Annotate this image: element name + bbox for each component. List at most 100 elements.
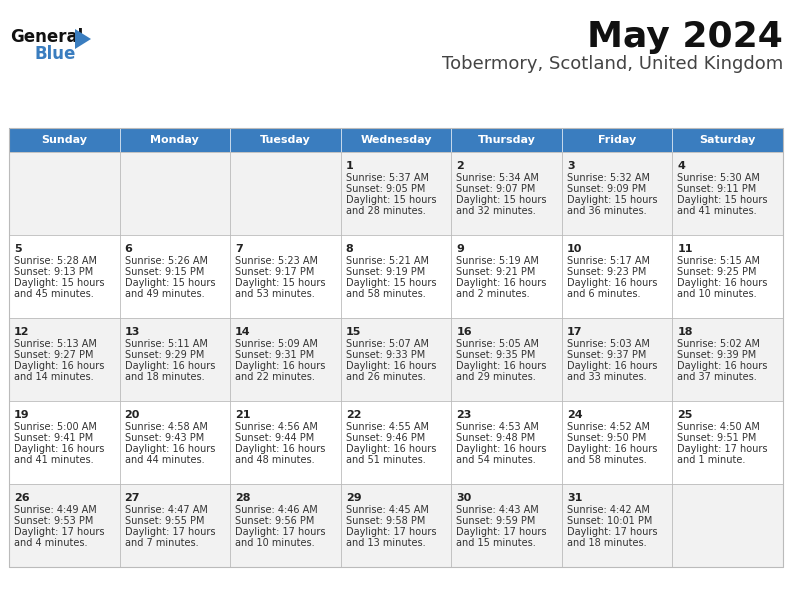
Text: 22: 22 — [346, 410, 361, 420]
Text: and 58 minutes.: and 58 minutes. — [567, 455, 646, 465]
Text: 28: 28 — [235, 493, 250, 503]
Text: 16: 16 — [456, 327, 472, 337]
Text: Wednesday: Wednesday — [360, 135, 432, 145]
Text: and 10 minutes.: and 10 minutes. — [677, 289, 757, 299]
Text: Daylight: 16 hours: Daylight: 16 hours — [235, 444, 326, 454]
Text: Sunset: 9:37 PM: Sunset: 9:37 PM — [567, 350, 646, 360]
Text: and 13 minutes.: and 13 minutes. — [346, 538, 425, 548]
Text: Daylight: 16 hours: Daylight: 16 hours — [456, 361, 546, 371]
Text: Daylight: 16 hours: Daylight: 16 hours — [677, 361, 767, 371]
Text: 11: 11 — [677, 244, 693, 254]
Text: Sunset: 9:59 PM: Sunset: 9:59 PM — [456, 516, 535, 526]
Text: Monday: Monday — [150, 135, 200, 145]
Text: Sunset: 9:53 PM: Sunset: 9:53 PM — [14, 516, 93, 526]
Text: 3: 3 — [567, 161, 574, 171]
Text: and 26 minutes.: and 26 minutes. — [346, 372, 425, 382]
Text: and 51 minutes.: and 51 minutes. — [346, 455, 425, 465]
Text: Sunset: 9:15 PM: Sunset: 9:15 PM — [124, 267, 204, 277]
Text: Sunset: 9:31 PM: Sunset: 9:31 PM — [235, 350, 314, 360]
Text: Daylight: 16 hours: Daylight: 16 hours — [456, 278, 546, 288]
Text: Sunset: 9:09 PM: Sunset: 9:09 PM — [567, 184, 646, 194]
Text: and 18 minutes.: and 18 minutes. — [124, 372, 204, 382]
Text: Sunset: 9:41 PM: Sunset: 9:41 PM — [14, 433, 93, 443]
Text: General: General — [10, 28, 84, 46]
Text: Daylight: 17 hours: Daylight: 17 hours — [346, 527, 436, 537]
Text: Daylight: 17 hours: Daylight: 17 hours — [235, 527, 326, 537]
Text: 5: 5 — [14, 244, 21, 254]
Text: Daylight: 15 hours: Daylight: 15 hours — [346, 278, 436, 288]
Text: Sunrise: 5:11 AM: Sunrise: 5:11 AM — [124, 339, 208, 349]
Text: Sunrise: 4:58 AM: Sunrise: 4:58 AM — [124, 422, 208, 432]
Text: Sunrise: 4:56 AM: Sunrise: 4:56 AM — [235, 422, 318, 432]
Text: Sunset: 9:19 PM: Sunset: 9:19 PM — [346, 267, 425, 277]
Text: Sunrise: 5:00 AM: Sunrise: 5:00 AM — [14, 422, 97, 432]
Text: Sunset: 9:50 PM: Sunset: 9:50 PM — [567, 433, 646, 443]
Text: Sunset: 9:55 PM: Sunset: 9:55 PM — [124, 516, 204, 526]
Text: and 7 minutes.: and 7 minutes. — [124, 538, 198, 548]
Text: Sunrise: 4:50 AM: Sunrise: 4:50 AM — [677, 422, 760, 432]
Text: and 33 minutes.: and 33 minutes. — [567, 372, 646, 382]
Text: Sunset: 10:01 PM: Sunset: 10:01 PM — [567, 516, 653, 526]
Text: Sunset: 9:39 PM: Sunset: 9:39 PM — [677, 350, 756, 360]
Text: 4: 4 — [677, 161, 685, 171]
Text: Sunrise: 5:09 AM: Sunrise: 5:09 AM — [235, 339, 318, 349]
Text: Sunset: 9:17 PM: Sunset: 9:17 PM — [235, 267, 314, 277]
Text: Sunrise: 5:19 AM: Sunrise: 5:19 AM — [456, 256, 539, 266]
Text: Daylight: 16 hours: Daylight: 16 hours — [567, 278, 657, 288]
Text: Saturday: Saturday — [699, 135, 756, 145]
Text: 30: 30 — [456, 493, 471, 503]
Text: Sunset: 9:29 PM: Sunset: 9:29 PM — [124, 350, 204, 360]
Text: Daylight: 17 hours: Daylight: 17 hours — [567, 527, 657, 537]
Text: Sunrise: 4:49 AM: Sunrise: 4:49 AM — [14, 505, 97, 515]
Text: Daylight: 17 hours: Daylight: 17 hours — [124, 527, 215, 537]
Text: 15: 15 — [346, 327, 361, 337]
Text: Daylight: 16 hours: Daylight: 16 hours — [456, 444, 546, 454]
Text: Tuesday: Tuesday — [260, 135, 310, 145]
Text: Friday: Friday — [598, 135, 636, 145]
Text: Daylight: 15 hours: Daylight: 15 hours — [456, 195, 546, 205]
Text: Sunrise: 5:28 AM: Sunrise: 5:28 AM — [14, 256, 97, 266]
Text: and 2 minutes.: and 2 minutes. — [456, 289, 530, 299]
Text: and 32 minutes.: and 32 minutes. — [456, 206, 536, 216]
Text: 21: 21 — [235, 410, 250, 420]
Text: 31: 31 — [567, 493, 582, 503]
Bar — [9, 484, 783, 567]
Text: Sunrise: 4:55 AM: Sunrise: 4:55 AM — [346, 422, 428, 432]
Text: Sunset: 9:23 PM: Sunset: 9:23 PM — [567, 267, 646, 277]
Text: Sunrise: 5:23 AM: Sunrise: 5:23 AM — [235, 256, 318, 266]
Text: 8: 8 — [346, 244, 353, 254]
Text: 6: 6 — [124, 244, 132, 254]
Text: Sunrise: 5:30 AM: Sunrise: 5:30 AM — [677, 173, 760, 183]
Text: Sunrise: 5:34 AM: Sunrise: 5:34 AM — [456, 173, 539, 183]
Text: 14: 14 — [235, 327, 251, 337]
Text: Daylight: 16 hours: Daylight: 16 hours — [346, 444, 436, 454]
Text: Sunrise: 5:17 AM: Sunrise: 5:17 AM — [567, 256, 650, 266]
Text: Sunrise: 5:07 AM: Sunrise: 5:07 AM — [346, 339, 428, 349]
Text: Daylight: 16 hours: Daylight: 16 hours — [346, 361, 436, 371]
Text: Tobermory, Scotland, United Kingdom: Tobermory, Scotland, United Kingdom — [442, 55, 783, 73]
Text: Sunrise: 4:46 AM: Sunrise: 4:46 AM — [235, 505, 318, 515]
Text: 7: 7 — [235, 244, 243, 254]
Text: Sunrise: 5:37 AM: Sunrise: 5:37 AM — [346, 173, 428, 183]
Text: 24: 24 — [567, 410, 582, 420]
Text: Sunset: 9:56 PM: Sunset: 9:56 PM — [235, 516, 314, 526]
Text: Sunrise: 5:05 AM: Sunrise: 5:05 AM — [456, 339, 539, 349]
Text: 18: 18 — [677, 327, 693, 337]
Text: Sunrise: 5:13 AM: Sunrise: 5:13 AM — [14, 339, 97, 349]
Text: Sunrise: 5:32 AM: Sunrise: 5:32 AM — [567, 173, 650, 183]
Text: and 1 minute.: and 1 minute. — [677, 455, 746, 465]
Text: Sunrise: 5:15 AM: Sunrise: 5:15 AM — [677, 256, 760, 266]
Text: Daylight: 17 hours: Daylight: 17 hours — [14, 527, 105, 537]
Text: Sunset: 9:11 PM: Sunset: 9:11 PM — [677, 184, 756, 194]
Text: 9: 9 — [456, 244, 464, 254]
Text: Sunrise: 5:02 AM: Sunrise: 5:02 AM — [677, 339, 760, 349]
Text: and 58 minutes.: and 58 minutes. — [346, 289, 425, 299]
Text: Thursday: Thursday — [478, 135, 535, 145]
Text: Daylight: 16 hours: Daylight: 16 hours — [235, 361, 326, 371]
Text: Daylight: 15 hours: Daylight: 15 hours — [677, 195, 768, 205]
Text: and 4 minutes.: and 4 minutes. — [14, 538, 87, 548]
Text: Daylight: 15 hours: Daylight: 15 hours — [14, 278, 105, 288]
Bar — [9, 401, 783, 484]
Text: 1: 1 — [346, 161, 353, 171]
Text: Sunset: 9:25 PM: Sunset: 9:25 PM — [677, 267, 757, 277]
